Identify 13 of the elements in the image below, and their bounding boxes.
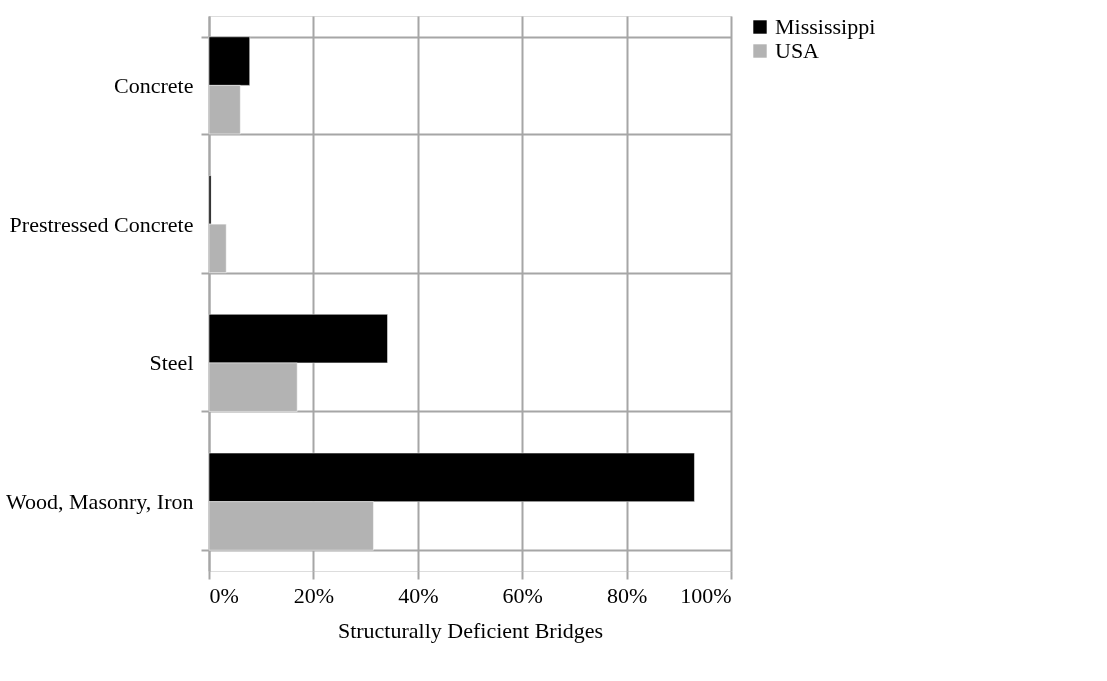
y-tick-label: Steel [149,350,194,376]
x-tick-label: 0% [209,582,239,608]
y-tick-label: Concrete [114,72,194,98]
x-tick-label: 60% [502,582,543,608]
y-tick-label: Wood, Masonry, Iron [6,489,194,515]
y-tick-label: Prestressed Concrete [9,211,194,237]
x-tick-label: 100% [680,582,732,608]
x-tick-label: 80% [606,582,648,608]
x-tick-label: 40% [398,582,439,608]
x-axis-title: Structurally Deficient Bridges [337,617,604,643]
legend-label: USA [775,38,820,63]
legend-label: Mississippi [775,14,876,39]
x-tick-label: 20% [293,582,335,608]
